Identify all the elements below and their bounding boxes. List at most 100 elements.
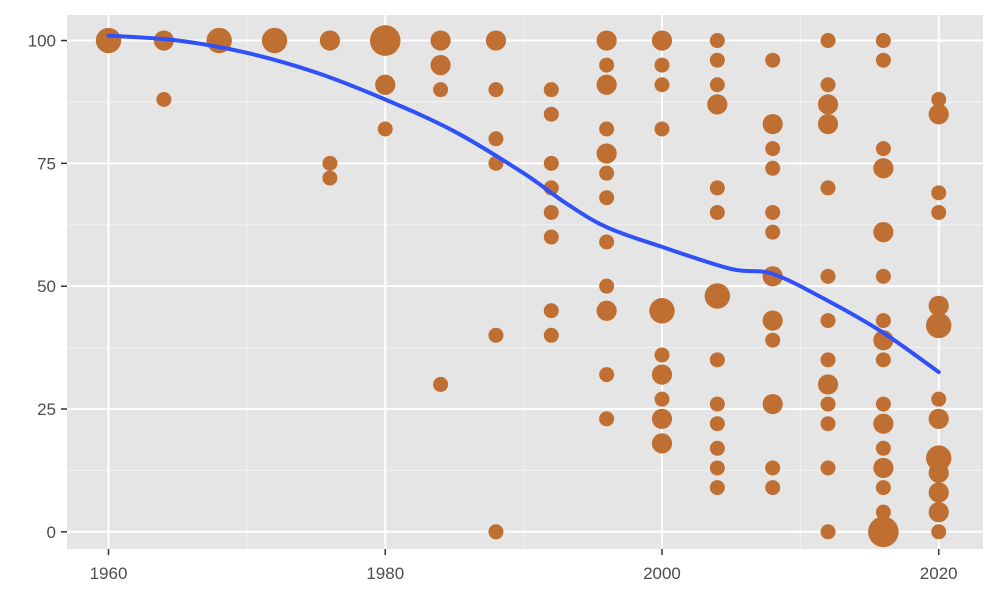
- data-point: [931, 91, 947, 107]
- data-point: [709, 204, 725, 220]
- data-point: [931, 391, 947, 407]
- data-point: [873, 457, 894, 479]
- y-axis: 0 25 50 75 100: [28, 32, 67, 542]
- data-point: [873, 158, 894, 179]
- data-point: [875, 52, 891, 68]
- data-point: [926, 312, 952, 339]
- data-point: [820, 180, 836, 196]
- data-point: [485, 30, 507, 51]
- x-tick-label: 2000: [643, 564, 681, 583]
- data-point: [599, 411, 615, 427]
- data-point: [875, 268, 891, 284]
- data-point: [820, 352, 836, 368]
- data-point: [765, 160, 781, 176]
- data-point: [596, 74, 617, 95]
- data-point: [654, 391, 670, 407]
- data-point: [709, 480, 725, 496]
- data-point: [820, 33, 836, 49]
- data-point: [433, 82, 449, 98]
- data-point: [488, 131, 504, 147]
- data-point: [654, 121, 670, 137]
- data-point: [765, 204, 781, 220]
- data-point: [928, 408, 949, 429]
- data-point: [820, 313, 836, 329]
- data-point: [596, 300, 617, 321]
- data-point: [875, 480, 891, 496]
- data-point: [599, 121, 615, 137]
- data-point: [709, 440, 725, 456]
- data-point: [654, 57, 670, 73]
- data-point: [875, 504, 891, 520]
- data-point: [928, 482, 949, 503]
- data-point: [820, 524, 836, 540]
- data-point: [817, 94, 839, 115]
- data-point: [369, 25, 401, 56]
- y-tick-label: 50: [37, 277, 56, 296]
- data-point: [543, 155, 559, 171]
- data-point: [709, 180, 725, 196]
- data-point: [319, 30, 341, 51]
- data-point: [765, 332, 781, 348]
- data-point: [931, 204, 947, 220]
- data-point: [543, 82, 559, 98]
- data-point: [875, 313, 891, 329]
- data-point: [430, 55, 451, 76]
- data-point: [928, 295, 949, 316]
- data-point: [709, 52, 725, 68]
- data-point: [709, 33, 725, 49]
- data-point: [261, 27, 288, 54]
- data-point: [820, 268, 836, 284]
- y-tick-label: 0: [47, 523, 56, 542]
- data-points: [95, 25, 952, 548]
- minor-gridlines: [67, 15, 983, 549]
- data-point: [875, 440, 891, 456]
- y-tick-label: 25: [37, 400, 56, 419]
- data-point: [709, 396, 725, 412]
- data-point: [599, 190, 615, 206]
- data-point: [765, 480, 781, 496]
- data-point: [488, 82, 504, 98]
- data-point: [709, 77, 725, 93]
- data-point: [875, 396, 891, 412]
- data-point: [762, 310, 783, 331]
- data-point: [95, 27, 122, 54]
- data-point: [928, 462, 949, 483]
- x-tick-label: 1960: [90, 564, 128, 583]
- data-point: [820, 77, 836, 93]
- x-tick-label: 1980: [366, 564, 404, 583]
- data-point: [156, 91, 172, 107]
- data-point: [488, 524, 504, 540]
- data-point: [322, 155, 338, 171]
- data-point: [820, 460, 836, 476]
- data-point: [651, 30, 673, 51]
- data-point: [649, 298, 675, 324]
- data-point: [873, 413, 894, 434]
- data-point: [654, 347, 670, 363]
- data-point: [931, 185, 947, 201]
- data-point: [596, 143, 617, 164]
- data-point: [599, 278, 615, 294]
- data-point: [873, 222, 894, 243]
- data-point: [762, 393, 783, 415]
- data-point: [709, 460, 725, 476]
- data-point: [820, 396, 836, 412]
- data-point: [599, 57, 615, 73]
- y-tick-label: 75: [37, 154, 56, 173]
- data-point: [765, 224, 781, 240]
- data-point: [433, 376, 449, 392]
- data-point: [543, 303, 559, 319]
- x-axis: 1960 1980 2000 2020: [90, 549, 958, 583]
- data-point: [931, 524, 947, 540]
- data-point: [765, 141, 781, 157]
- data-point: [430, 30, 451, 51]
- x-tick-label: 2020: [920, 564, 958, 583]
- data-point: [926, 445, 952, 471]
- data-point: [375, 74, 396, 95]
- data-point: [599, 234, 615, 250]
- data-point: [928, 502, 949, 523]
- data-point: [707, 94, 728, 115]
- data-point: [599, 165, 615, 181]
- data-point: [709, 416, 725, 432]
- data-point: [709, 352, 725, 368]
